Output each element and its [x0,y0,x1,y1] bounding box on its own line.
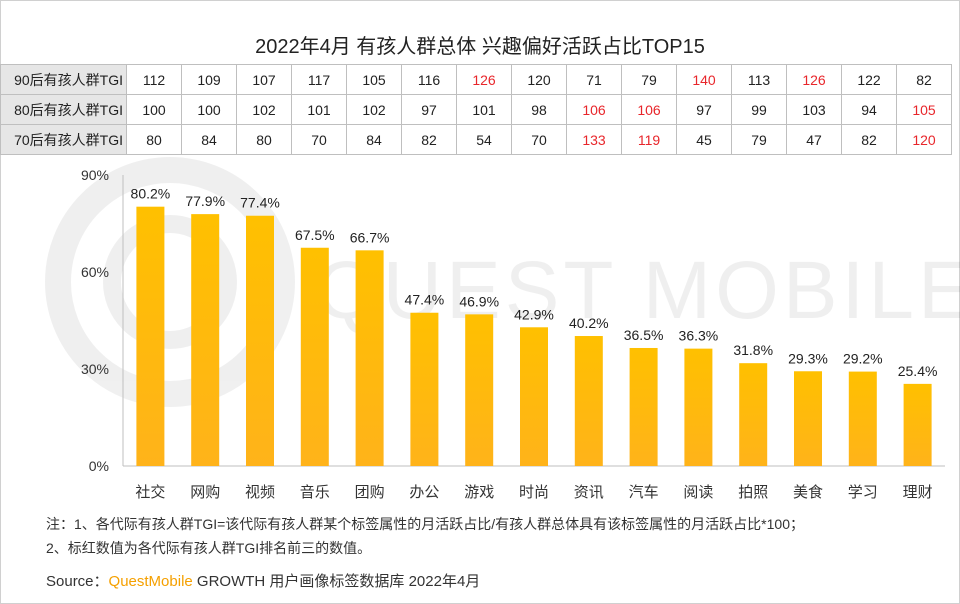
bar [629,347,658,466]
tgi-cell: 94 [841,94,897,125]
x-category-label: 汽车 [629,484,659,501]
tgi-cell: 70 [511,124,567,155]
note-line-1: 注：1、各代际有孩人群TGI=该代际有孩人群某个标签属性的月活跃占比/有孩人群总… [46,516,804,532]
bar [136,206,165,467]
bar [300,247,329,466]
tgi-row-label: 80后有孩人群TGI [0,94,127,125]
tgi-cell: 117 [291,64,347,95]
bar [848,371,877,466]
tgi-cell: 79 [731,124,787,155]
source-brand: QuestMobile [108,573,193,590]
x-category-label: 团购 [355,484,385,501]
bar [903,383,932,466]
x-category-label: 音乐 [300,484,330,501]
source-prefix: Source： [46,573,109,590]
tgi-cell: 100 [126,94,182,125]
bar-value-label: 40.2% [569,315,609,331]
note-line-2: 2、标红数值为各代际有孩人群TGI排名前三的数值。 [46,540,372,556]
bar [355,250,384,466]
bar-value-label: 29.3% [788,350,828,366]
bar-value-label: 36.5% [624,327,664,343]
x-category-label: 美食 [793,484,823,501]
x-category-label: 资讯 [574,484,604,501]
tgi-cell: 82 [896,64,952,95]
bar-value-label: 42.9% [514,306,554,322]
tgi-cell: 105 [346,64,402,95]
x-category-label: 视频 [245,484,275,501]
x-category-label: 游戏 [464,484,494,501]
y-tick-label: 0% [89,458,109,474]
tgi-cell: 98 [511,94,567,125]
bar [794,371,822,466]
tgi-cell: 102 [346,94,402,125]
x-category-label: 阅读 [683,484,713,501]
bar-value-label: 66.7% [350,229,390,245]
tgi-cell: 122 [841,64,897,95]
tgi-cell: 80 [126,124,182,155]
bar-value-label: 77.4% [240,195,280,211]
bar [465,314,494,466]
tgi-cell: 84 [346,124,402,155]
bar-value-label: 46.9% [459,293,499,309]
tgi-cell: 106 [621,94,677,125]
bar-value-label: 36.3% [679,328,719,344]
bar [520,327,548,466]
tgi-row: 70后有孩人群TGI 80 84 80 70 84 82 54 70 133 119 45 79 47 82… [0,124,952,155]
x-category-label: 时尚 [519,484,549,501]
x-category-label: 办公 [409,484,439,501]
tgi-cell: 126 [456,64,512,95]
tgi-cell: 116 [401,64,457,95]
tgi-cell: 71 [566,64,622,95]
tgi-cell: 80 [236,124,292,155]
bar [574,336,603,466]
tgi-cell: 105 [896,94,952,125]
tgi-cell: 84 [181,124,237,155]
bar-value-label: 77.9% [185,193,225,209]
bar [739,363,768,466]
tgi-cell: 82 [841,124,897,155]
tgi-cell: 54 [456,124,512,155]
tgi-cell: 101 [291,94,347,125]
tgi-row-label: 70后有孩人群TGI [0,124,127,155]
source-line: Source：QuestMobile GROWTH 用户画像标签数据库 2022… [46,570,480,591]
bar-value-label: 25.4% [898,363,938,379]
source-rest: GROWTH 用户画像标签数据库 2022年4月 [192,573,481,590]
x-category-label: 理财 [903,484,933,501]
tgi-cell: 133 [566,124,622,155]
tgi-cell: 82 [401,124,457,155]
bar [410,312,439,466]
tgi-cell: 140 [676,64,732,95]
x-category-label: 社交 [135,483,165,501]
bar-value-label: 67.5% [295,227,335,243]
tgi-cell: 45 [676,124,732,155]
bar-value-label: 31.8% [733,342,773,358]
tgi-cell: 99 [731,94,787,125]
y-tick-label: 30% [81,361,109,377]
x-category-label: 学习 [848,484,878,501]
tgi-table: 90后有孩人群TGI 112 109 107 117 105 116 126 120 71 79 14… [0,64,952,155]
bar-value-label: 80.2% [131,186,171,202]
y-tick-label: 90% [81,167,109,183]
tgi-cell: 119 [621,124,677,155]
bar-value-label: 29.2% [843,351,883,367]
tgi-cell: 47 [786,124,842,155]
bar [246,215,274,466]
y-tick-label: 60% [81,264,109,280]
x-category-label: 网购 [190,484,220,501]
bar [191,214,220,466]
tgi-row: 80后有孩人群TGI 100 100 102 101 102 97 101 98 106 106 97… [0,94,952,125]
x-category-label: 拍照 [738,484,768,501]
bar [684,348,713,466]
chart-title: 2022年4月 有孩人群总体 兴趣偏好活跃占比TOP15 [255,36,705,58]
bar-value-label: 47.4% [405,292,445,308]
tgi-cell: 126 [786,64,842,95]
tgi-cell: 120 [896,124,952,155]
